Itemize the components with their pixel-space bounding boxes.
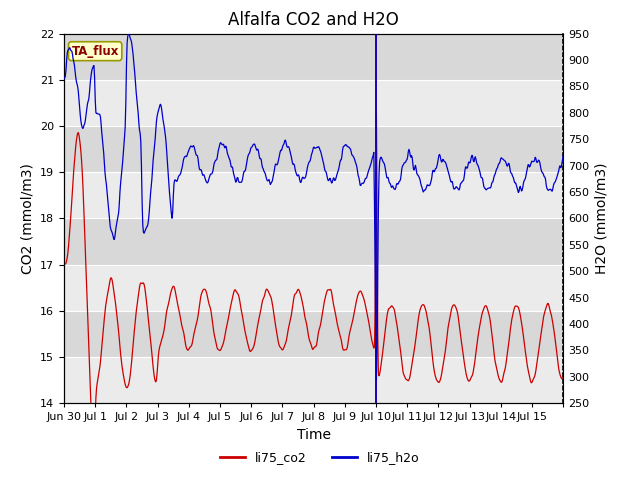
- Bar: [64, 80, 563, 126]
- Bar: [64, 126, 563, 172]
- Bar: [64, 311, 563, 357]
- Bar: [64, 264, 563, 311]
- Bar: [64, 34, 563, 80]
- Bar: [64, 357, 563, 403]
- Text: TA_flux: TA_flux: [72, 45, 119, 58]
- Bar: [64, 218, 563, 264]
- Title: Alfalfa CO2 and H2O: Alfalfa CO2 and H2O: [228, 11, 399, 29]
- X-axis label: Time: Time: [296, 428, 331, 442]
- Y-axis label: CO2 (mmol/m3): CO2 (mmol/m3): [20, 163, 35, 274]
- Y-axis label: H2O (mmol/m3): H2O (mmol/m3): [595, 163, 609, 274]
- Bar: [64, 172, 563, 218]
- Legend: li75_co2, li75_h2o: li75_co2, li75_h2o: [215, 446, 425, 469]
